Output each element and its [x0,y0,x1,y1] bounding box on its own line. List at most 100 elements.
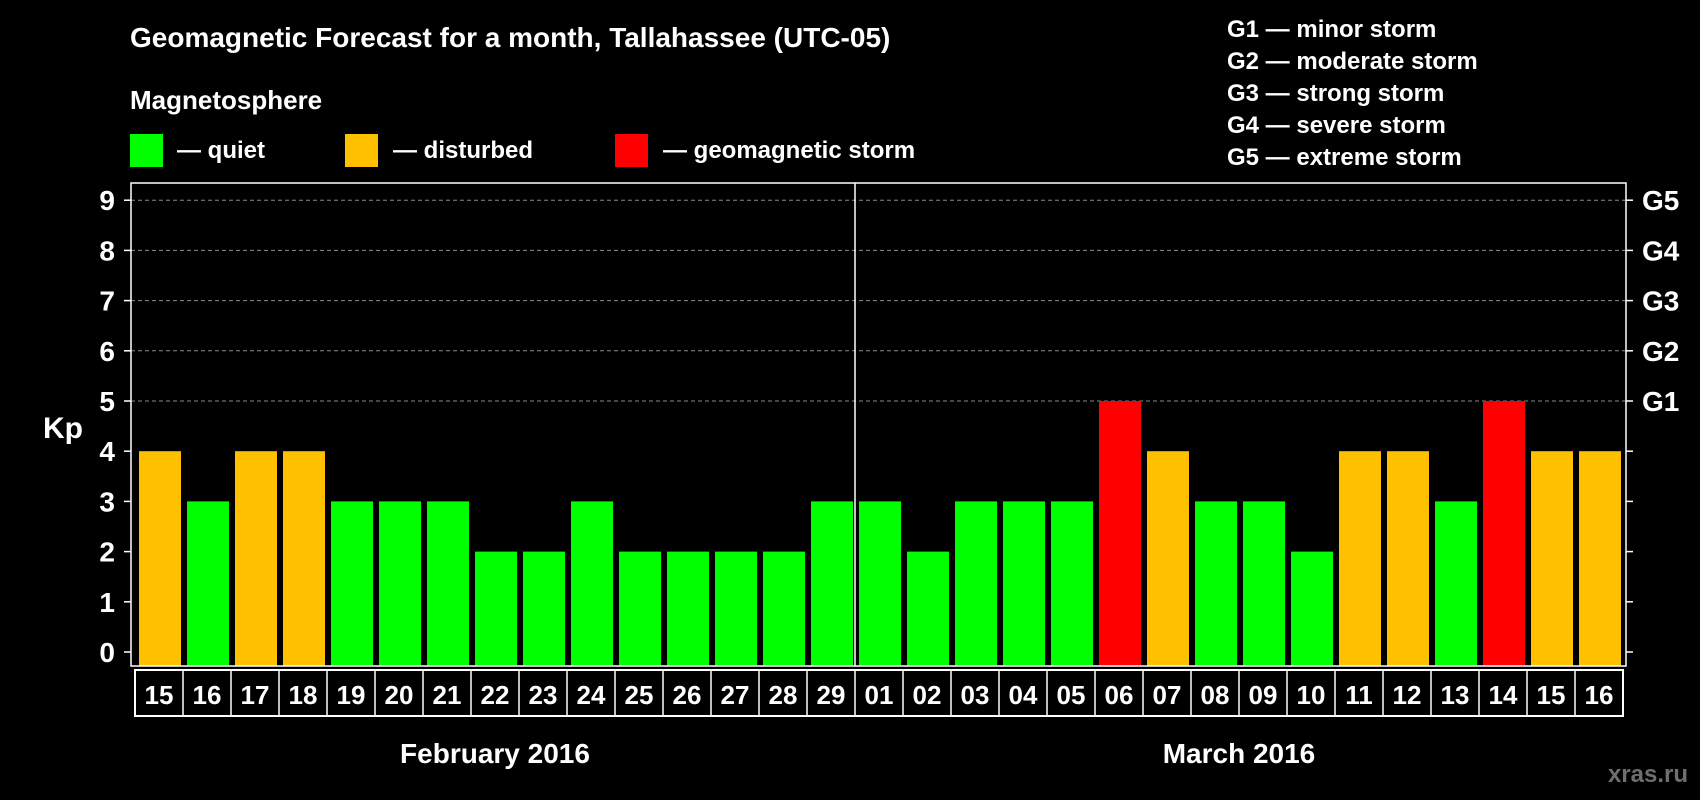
month-label-1: March 2016 [1163,738,1316,769]
watermark: xras.ru [1608,761,1688,788]
x-tick-label-02: 02 [913,680,942,710]
x-tick-label-25: 25 [625,680,654,710]
x-tick-label-28: 28 [769,680,798,710]
x-tick-label-05: 05 [1057,680,1086,710]
x-tick-label-01: 01 [865,680,894,710]
storm-legend-g1: G1 — minor storm [1227,16,1436,43]
plot-frame [130,182,1627,667]
x-tick-label-08: 08 [1201,680,1230,710]
date-cells: 15 16 17 18 19 20 21 22 23 24 25 26 27 28 29 01 02 03 04 05… [134,669,1624,717]
legend-swatch-storm [615,134,648,167]
bar-20 [379,501,421,666]
x-tick-label-20: 20 [385,680,414,710]
x-tick-label-12: 12 [1393,680,1422,710]
bar-17 [235,451,277,666]
bar-10 [1291,551,1333,666]
storm-label-g5: G5 [1642,185,1679,216]
storm-level-legend: G1 — minor storm G2 — moderate storm G3 … [1227,16,1478,171]
x-tick-label-15: 15 [1537,680,1566,710]
y-tick-label: 8 [99,235,115,266]
month-label-0: February 2016 [400,738,590,769]
storm-label-g4: G4 [1642,235,1680,266]
x-tick-label-16: 16 [1585,680,1614,710]
storm-legend-g5: G5 — extreme storm [1227,144,1462,171]
x-tick-label-07: 07 [1153,680,1182,710]
storm-label-g3: G3 [1642,286,1679,317]
bar-04 [1003,501,1045,666]
storm-label-g1: G1 [1642,386,1679,417]
storm-legend-g2: G2 — moderate storm [1227,48,1478,75]
bar-15 [139,451,181,666]
y-tick-label: 5 [99,386,115,417]
bar-15 [1531,451,1573,666]
x-tick-label-15: 15 [145,680,174,710]
bar-14 [1483,401,1525,666]
x-tick-label-14: 14 [1489,680,1518,710]
y-tick-label: 6 [99,336,115,367]
y-tick-label: 7 [99,286,115,317]
bar-24 [571,501,613,666]
legend-label-storm: — geomagnetic storm [663,137,915,164]
bar-13 [1435,501,1477,666]
bar-12 [1387,451,1429,666]
bar-16 [187,501,229,666]
bar-05 [1051,501,1093,666]
x-tick-label-24: 24 [577,680,606,710]
x-tick-label-21: 21 [433,680,462,710]
bar-08 [1195,501,1237,666]
legend: — quiet — disturbed — geomagnetic storm [130,134,915,167]
y-tick-label: 0 [99,637,115,668]
plot-border [130,182,1627,667]
bar-06 [1099,401,1141,666]
bar-02 [907,551,949,666]
y-tick-label: 9 [99,185,115,216]
y-axis-label: Kp [43,412,83,445]
x-tick-label-06: 06 [1105,680,1134,710]
x-tick-label-26: 26 [673,680,702,710]
bar-19 [331,501,373,666]
bar-09 [1243,501,1285,666]
bar-11 [1339,451,1381,666]
legend-swatch-quiet [130,134,163,167]
x-tick-label-11: 11 [1345,680,1373,710]
x-tick-label-10: 10 [1297,680,1326,710]
bar-23 [523,551,565,666]
y-tick-label: 4 [99,436,115,467]
x-tick-label-09: 09 [1249,680,1278,710]
bar-07 [1147,451,1189,666]
x-tick-label-23: 23 [529,680,558,710]
bar-25 [619,551,661,666]
bar-16 [1579,451,1621,666]
chart-title: Geomagnetic Forecast for a month, Tallah… [130,22,890,53]
legend-label-disturbed: — disturbed [393,137,533,164]
x-tick-label-19: 19 [337,680,366,710]
y-tick-label: 1 [99,587,115,618]
bar-29 [811,501,853,666]
x-tick-label-22: 22 [481,680,510,710]
storm-legend-g3: G3 — strong storm [1227,80,1444,107]
bar-01 [859,501,901,666]
storm-legend-g4: G4 — severe storm [1227,112,1446,139]
bar-21 [427,501,469,666]
y-tick-label: 2 [99,537,115,568]
date-row-border [134,669,1624,717]
y-tick-label: 3 [99,486,115,517]
bars [139,401,1621,666]
bar-03 [955,501,997,666]
x-tick-label-13: 13 [1441,680,1470,710]
x-tick-label-17: 17 [241,680,270,710]
x-tick-label-18: 18 [289,680,318,710]
storm-label-g2: G2 [1642,336,1679,367]
x-tick-label-27: 27 [721,680,750,710]
gridlines [131,199,1626,402]
x-tick-label-29: 29 [817,680,846,710]
x-tick-label-04: 04 [1009,680,1038,710]
bar-22 [475,551,517,666]
bar-18 [283,451,325,666]
x-tick-label-03: 03 [961,680,990,710]
bar-28 [763,551,805,666]
month-labels: February 2016 March 2016 [400,738,1315,769]
bar-27 [715,551,757,666]
y-ticks: 0 1 2 3 4 5 6 7 8 9 [99,185,1633,668]
